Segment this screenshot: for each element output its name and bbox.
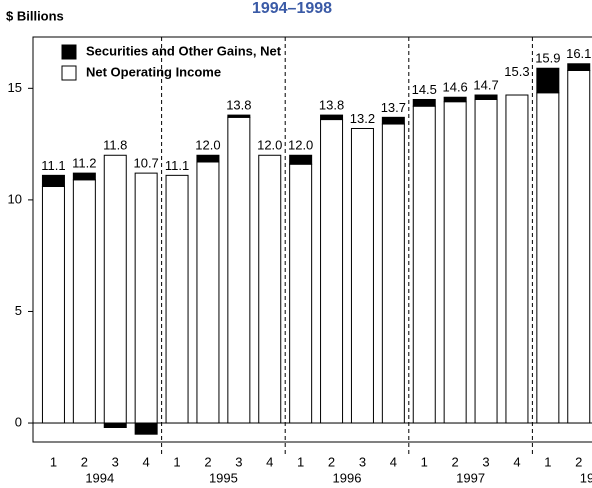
bar-segment: [381, 123, 405, 424]
bar-segment: [103, 154, 127, 424]
data-label: 15.3: [504, 64, 529, 79]
bar-segment: [320, 114, 344, 121]
x-tick-label: 2: [452, 454, 459, 469]
data-label: 13.7: [381, 100, 406, 115]
y-tick-label: 15: [8, 80, 22, 95]
x-tick-label: 4: [513, 454, 520, 469]
bar-segment: [536, 67, 560, 94]
year-label: 1996: [333, 470, 362, 485]
year-label: 1997: [456, 470, 485, 485]
y-tick-label: 5: [15, 303, 22, 318]
data-label: 13.2: [350, 111, 375, 126]
x-tick-label: 1: [421, 454, 428, 469]
data-label: 11.1: [41, 158, 65, 173]
bar-segment: [134, 422, 158, 435]
bar-segment: [41, 174, 65, 188]
bar-segment: [474, 94, 498, 100]
bar-segment: [289, 154, 313, 165]
bar-segment: [320, 119, 344, 424]
bar-segment: [196, 161, 220, 424]
bar-segment: [505, 94, 529, 424]
bar-segment: [350, 127, 374, 424]
data-label: 13.8: [226, 98, 251, 113]
bar-segment: [41, 186, 65, 424]
x-tick-label: 1: [173, 454, 180, 469]
x-tick-label: 4: [143, 454, 150, 469]
data-label: 12.0: [288, 138, 313, 153]
x-tick-label: 3: [482, 454, 489, 469]
x-tick-label: 2: [81, 454, 88, 469]
x-tick-label: 1: [50, 454, 57, 469]
x-tick-label: 2: [575, 454, 582, 469]
bar-segment: [258, 154, 282, 424]
legend-label: Securities and Other Gains, Net: [86, 43, 282, 58]
legend-label: Net Operating Income: [86, 64, 221, 79]
bar-segment: [289, 163, 313, 424]
data-label: 16.1: [566, 46, 591, 61]
x-tick-label: 2: [328, 454, 335, 469]
data-label: 12.0: [195, 138, 220, 153]
data-label: 13.8: [319, 98, 344, 113]
bar-segment: [72, 179, 96, 424]
data-label: 14.5: [412, 82, 437, 97]
x-tick-label: 2: [204, 454, 211, 469]
bar-segment: [443, 101, 467, 424]
legend-swatch: [61, 44, 77, 60]
bar-segment: [474, 98, 498, 424]
bar-segment: [103, 422, 127, 428]
y-tick-label: 0: [15, 414, 22, 429]
bar-segment: [536, 92, 560, 424]
year-label: 1995: [209, 470, 238, 485]
year-label: 1998: [580, 470, 592, 485]
bar-segment: [567, 63, 591, 71]
data-label: 14.6: [442, 80, 467, 95]
x-tick-label: 1: [544, 454, 551, 469]
x-tick-label: 4: [390, 454, 397, 469]
data-label: 12.0: [257, 138, 282, 153]
x-tick-label: 3: [235, 454, 242, 469]
data-label: 10.7: [133, 156, 158, 171]
data-label: 11.2: [72, 156, 96, 171]
bar-segment: [443, 96, 467, 103]
bar-segment: [412, 98, 436, 107]
bar-segment: [227, 116, 251, 424]
bar-segment: [196, 154, 220, 163]
plot-frame: [32, 36, 592, 443]
data-label: 14.7: [473, 77, 498, 92]
x-tick-label: 1: [297, 454, 304, 469]
bar-segment: [134, 172, 158, 424]
bar-segment: [412, 105, 436, 424]
bar-segment: [165, 174, 189, 424]
bar-segment: [72, 172, 96, 181]
bar-segment: [227, 114, 251, 118]
bar-segment: [381, 116, 405, 125]
data-label: 15.9: [535, 51, 560, 66]
data-label: 11.1: [165, 158, 189, 173]
x-tick-label: 3: [112, 454, 119, 469]
chart-title: 1994–1998: [252, 0, 332, 17]
legend-swatch: [61, 65, 77, 81]
x-tick-label: 3: [359, 454, 366, 469]
data-label: 11.8: [103, 138, 127, 153]
year-label: 1994: [85, 470, 114, 485]
y-tick-label: 10: [8, 191, 22, 206]
bar-segment: [567, 69, 591, 424]
y-axis-label: $ Billions: [6, 8, 64, 23]
x-tick-label: 4: [266, 454, 273, 469]
